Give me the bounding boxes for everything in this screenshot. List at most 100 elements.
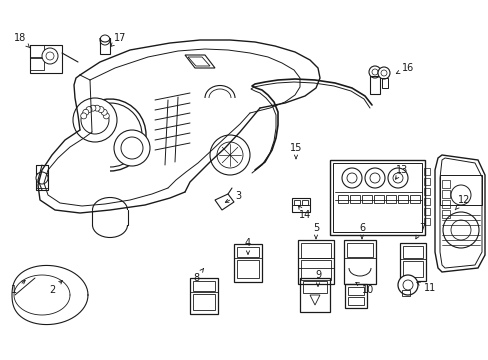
Text: 4: 4 xyxy=(244,238,250,254)
Bar xyxy=(423,208,429,215)
Circle shape xyxy=(364,168,384,188)
Bar xyxy=(423,168,429,175)
Bar xyxy=(291,198,309,212)
Circle shape xyxy=(90,105,96,111)
Circle shape xyxy=(98,107,104,113)
Bar xyxy=(423,218,429,225)
Circle shape xyxy=(36,172,48,184)
Bar xyxy=(402,261,422,277)
Bar xyxy=(36,180,48,188)
Bar xyxy=(347,297,363,305)
Circle shape xyxy=(368,66,380,78)
Text: 12: 12 xyxy=(454,195,469,210)
Bar xyxy=(193,294,215,310)
Text: 10: 10 xyxy=(355,283,373,295)
Circle shape xyxy=(450,220,470,240)
Text: 11: 11 xyxy=(416,282,435,293)
Circle shape xyxy=(371,69,377,75)
Circle shape xyxy=(81,113,86,119)
Bar xyxy=(193,281,215,291)
Bar xyxy=(301,243,330,258)
Bar xyxy=(30,45,44,57)
Circle shape xyxy=(114,130,150,166)
Bar xyxy=(423,178,429,185)
Bar xyxy=(301,260,330,280)
Bar xyxy=(385,195,395,203)
Bar xyxy=(402,246,422,258)
Circle shape xyxy=(346,173,356,183)
Circle shape xyxy=(397,275,417,295)
Bar xyxy=(373,195,383,203)
Circle shape xyxy=(100,35,110,45)
Circle shape xyxy=(377,67,389,79)
Circle shape xyxy=(82,109,89,115)
Circle shape xyxy=(73,98,117,142)
Bar xyxy=(439,175,481,205)
Bar xyxy=(234,244,262,282)
Circle shape xyxy=(209,135,249,175)
Bar xyxy=(30,58,44,70)
Circle shape xyxy=(369,173,379,183)
Bar xyxy=(343,240,375,284)
Text: 5: 5 xyxy=(312,223,319,239)
Bar xyxy=(397,195,407,203)
Bar xyxy=(36,165,48,190)
Circle shape xyxy=(86,107,92,113)
Bar xyxy=(369,76,379,94)
Bar xyxy=(409,195,419,203)
Bar xyxy=(297,240,333,284)
Text: 2: 2 xyxy=(49,280,62,295)
Bar xyxy=(237,247,259,257)
Bar xyxy=(337,195,347,203)
Text: 14: 14 xyxy=(298,206,310,220)
Text: 1: 1 xyxy=(11,280,25,295)
Bar xyxy=(299,278,329,312)
Bar xyxy=(30,45,62,73)
Bar xyxy=(399,243,425,281)
Bar xyxy=(401,290,409,296)
Circle shape xyxy=(217,142,243,168)
Text: 17: 17 xyxy=(110,33,126,46)
Circle shape xyxy=(94,105,100,111)
Circle shape xyxy=(121,137,142,159)
Circle shape xyxy=(42,48,58,64)
Circle shape xyxy=(101,109,107,115)
Text: 15: 15 xyxy=(289,143,302,159)
Bar xyxy=(423,188,429,195)
Circle shape xyxy=(442,212,478,248)
Bar xyxy=(100,40,110,54)
Bar xyxy=(329,160,424,235)
Text: 13: 13 xyxy=(395,165,407,179)
Bar xyxy=(441,210,449,218)
Bar xyxy=(345,284,366,308)
Circle shape xyxy=(402,280,412,290)
Circle shape xyxy=(341,168,361,188)
Bar xyxy=(346,243,372,257)
Bar xyxy=(349,195,359,203)
Text: 7: 7 xyxy=(415,223,424,239)
Text: 18: 18 xyxy=(14,33,30,48)
Bar xyxy=(347,287,363,295)
Bar xyxy=(303,281,326,293)
Bar xyxy=(302,200,307,205)
Circle shape xyxy=(81,106,109,134)
Bar xyxy=(423,198,429,205)
Text: 6: 6 xyxy=(358,223,365,239)
Bar xyxy=(381,78,387,88)
Bar xyxy=(237,260,259,278)
Circle shape xyxy=(103,113,109,119)
Circle shape xyxy=(387,168,407,188)
Bar xyxy=(36,165,48,173)
Circle shape xyxy=(450,185,470,205)
Circle shape xyxy=(46,52,54,60)
Text: 3: 3 xyxy=(225,191,241,202)
Bar xyxy=(293,200,299,205)
Text: 9: 9 xyxy=(314,270,321,286)
Bar xyxy=(441,200,449,208)
Text: 8: 8 xyxy=(193,269,203,283)
Bar xyxy=(361,195,371,203)
Circle shape xyxy=(392,173,402,183)
Bar xyxy=(190,278,218,314)
Bar xyxy=(441,180,449,188)
Circle shape xyxy=(380,70,386,76)
